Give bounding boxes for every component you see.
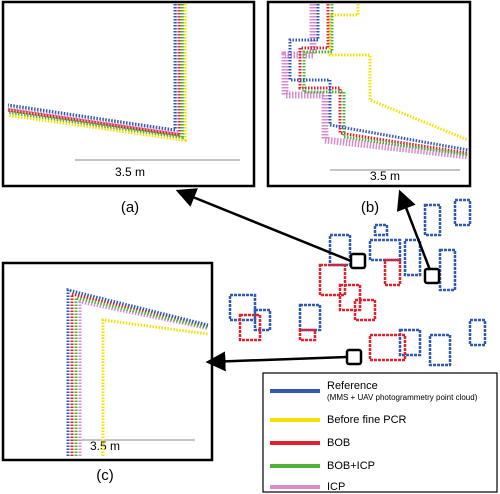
map-outline xyxy=(298,328,317,342)
map-outline xyxy=(298,303,322,332)
scale-label: 3.5 m xyxy=(115,165,145,179)
map-outline xyxy=(338,283,362,312)
point-trace xyxy=(7,4,187,143)
map-outline xyxy=(438,248,457,292)
legend-label: BOB xyxy=(327,437,350,449)
point-trace xyxy=(7,4,177,132)
map-outline xyxy=(403,238,422,277)
legend-note: (MMS + UAV photogrammetry point cloud) xyxy=(327,393,478,402)
point-trace xyxy=(328,4,469,142)
map-outline xyxy=(228,293,257,322)
arrows xyxy=(175,188,432,372)
map-outline xyxy=(383,258,402,287)
legend-label: BOB+ICP xyxy=(327,460,375,472)
overview-map xyxy=(228,198,487,367)
point-trace xyxy=(7,4,184,140)
panel-b: 3.5 m xyxy=(266,0,472,188)
panel-a: 3.5 m xyxy=(1,0,256,188)
map-outline xyxy=(428,333,452,367)
point-trace xyxy=(70,292,209,456)
map-outline xyxy=(318,263,347,297)
point-trace xyxy=(302,4,469,157)
panel-label: (b) xyxy=(361,199,379,216)
scale-label: 3.5 m xyxy=(370,169,400,183)
point-trace xyxy=(7,4,182,138)
point-trace xyxy=(298,4,469,155)
legend: Reference(MMS + UAV photogrammetry point… xyxy=(262,372,498,493)
map-outline xyxy=(423,203,442,237)
map-outline xyxy=(368,333,407,362)
point-trace xyxy=(288,4,469,152)
map-outline xyxy=(468,318,487,347)
map-outline xyxy=(398,328,422,357)
legend-label: Before fine PCR xyxy=(327,414,407,426)
panel-label: (c) xyxy=(96,467,114,484)
legend-label: ICP xyxy=(327,481,345,493)
panel-c: 3.5 m xyxy=(1,261,214,462)
map-outline xyxy=(353,298,377,322)
panel-label: (a) xyxy=(121,199,139,216)
map-outline xyxy=(368,238,402,262)
point-trace xyxy=(66,288,209,456)
point-trace xyxy=(78,300,209,456)
map-outline xyxy=(238,313,262,342)
legend-label: Reference xyxy=(327,380,378,392)
scale-label: 3.5 m xyxy=(90,439,120,453)
point-trace xyxy=(281,4,469,160)
map-outline xyxy=(253,308,272,332)
map-outline xyxy=(373,223,389,237)
point-trace xyxy=(101,318,209,456)
map-outline xyxy=(453,198,472,227)
